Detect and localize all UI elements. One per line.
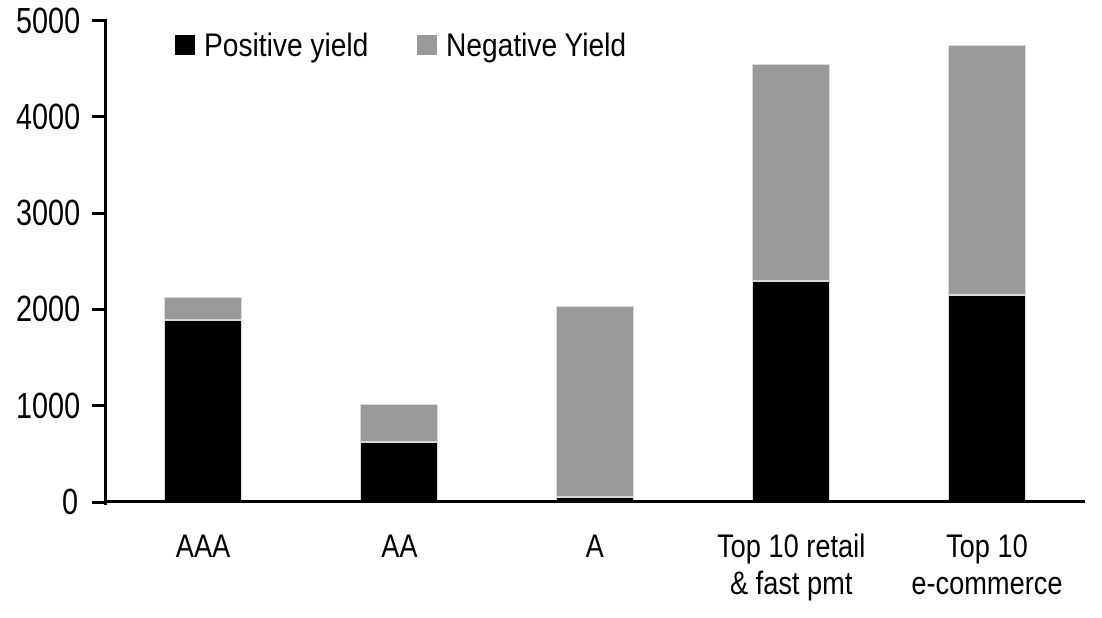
x-axis-line (104, 500, 1085, 503)
y-tick-mark-2000 (92, 307, 104, 311)
bar-segment-positive-aaa (164, 319, 242, 502)
legend-item-negative-yield: Negative Yield (417, 26, 651, 64)
bar-segment-negative-top-10-retail-fast-pmt (752, 63, 830, 281)
y-tick-mark-5000 (92, 19, 104, 22)
legend-label-positive-yield: Positive yield (204, 26, 369, 63)
bar-segment-positive-top-10-retail-fast-pmt (752, 280, 830, 502)
y-tick-label-4000: 4000 (16, 95, 81, 137)
bar-segment-negative-a (556, 306, 634, 498)
y-tick-mark-4000 (92, 115, 104, 119)
y-tick-label-2000: 2000 (16, 288, 81, 330)
bar-segment-negative-top-10-e-commerce (948, 44, 1026, 295)
bar-segment-negative-aaa (164, 297, 242, 320)
x-category-label-top-10-retail-fast-pmt: Top 10 retail & fast pmt (716, 528, 866, 601)
x-category-label-top-10-e-commerce: Top 10 e-commerce (911, 528, 1063, 601)
y-tick-mark-1000 (92, 404, 104, 408)
bar-segment-positive-top-10-e-commerce (948, 294, 1026, 502)
x-category-label-aaa: AAA (175, 528, 231, 564)
legend-item-positive-yield: Positive yield (175, 26, 391, 64)
y-tick-label-0: 0 (61, 481, 78, 522)
negative-yield-swatch (417, 35, 437, 55)
bar-segment-positive-aa (360, 441, 438, 502)
y-tick-label-1000: 1000 (16, 384, 81, 426)
bar-segment-negative-aa (360, 404, 438, 442)
y-tick-label-3000: 3000 (16, 192, 81, 234)
y-tick-label-5000: 5000 (16, 0, 81, 41)
legend-label-negative-yield: Negative Yield (446, 26, 627, 63)
y-tick-mark-0 (92, 500, 104, 504)
y-tick-mark-3000 (92, 211, 104, 215)
x-category-label-a: A (585, 528, 605, 564)
x-category-label-aa: AA (380, 528, 418, 564)
positive-yield-swatch (175, 35, 195, 55)
y-axis-line (104, 19, 107, 505)
